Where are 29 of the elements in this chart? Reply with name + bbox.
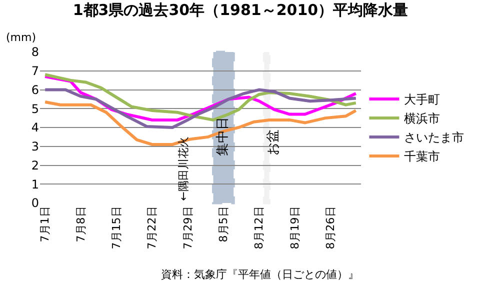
y-tick-label: 0 (31, 196, 39, 210)
y-tick-label: 1 (31, 177, 39, 192)
annotation: ←隅田川花火 (176, 136, 190, 201)
x-tick-label: 7月1日 (38, 206, 52, 242)
y-tick-label: 8 (31, 45, 39, 60)
legend-label: 大手町 (404, 92, 440, 107)
x-tick-label: 8月26日 (324, 206, 338, 250)
legend-label: 横浜市 (404, 112, 440, 126)
x-tick-label: 7月15日 (110, 206, 124, 250)
x-tick-label: 8月5日 (217, 206, 230, 242)
x-tick-label: 8月12日 (252, 206, 266, 250)
x-tick-label: 7月29日 (181, 206, 194, 250)
y-tick-label: 3 (31, 140, 39, 154)
y-tick-label: 4 (31, 120, 39, 135)
text: 資料：気象庁『平年値（日ごとの値）』 (161, 268, 359, 281)
y-tick-label: 7 (31, 64, 39, 78)
legend-label: さいたま市 (404, 130, 464, 145)
x-tick-label: 8月19日 (288, 206, 302, 250)
chart-title: 1都3県の過去30年（1981～2010）平均降水量 (72, 0, 408, 19)
x-tick-label: 7月8日 (74, 206, 88, 242)
x-tick-label: 7月22日 (146, 206, 159, 250)
band-label: お盆 (266, 129, 281, 156)
legend-label: 千葉市 (404, 150, 440, 164)
y-tick-label: 2 (31, 158, 39, 172)
y-axis-title: (mm) (6, 31, 36, 44)
y-tick-label: 6 (31, 82, 39, 97)
y-tick-label: 5 (31, 102, 39, 116)
band-label: 集中日 (216, 116, 231, 156)
line-series (44, 88, 358, 129)
